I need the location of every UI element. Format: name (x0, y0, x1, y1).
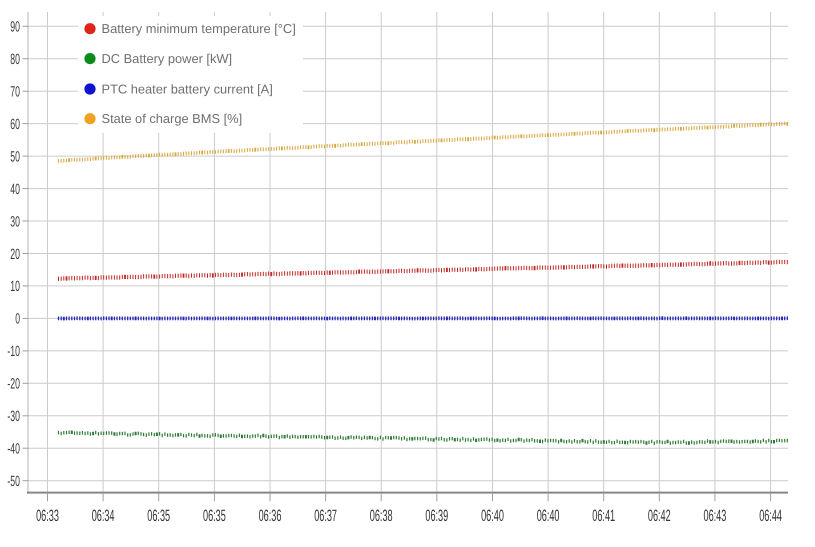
svg-text:0: 0 (15, 311, 20, 328)
svg-text:-50: -50 (7, 473, 20, 490)
svg-text:06:35: 06:35 (147, 507, 170, 525)
svg-text:-10: -10 (7, 343, 20, 360)
svg-text:06:37: 06:37 (314, 507, 337, 525)
svg-text:06:41: 06:41 (592, 507, 615, 525)
svg-text:70: 70 (10, 84, 20, 101)
svg-text:06:40: 06:40 (481, 507, 504, 525)
svg-text:60: 60 (10, 116, 20, 133)
svg-text:-30: -30 (7, 408, 20, 425)
svg-text:06:44: 06:44 (759, 507, 782, 525)
svg-text:20: 20 (10, 246, 20, 263)
svg-text:90: 90 (10, 19, 20, 36)
svg-text:-40: -40 (7, 441, 20, 458)
svg-text:06:36: 06:36 (259, 507, 282, 525)
svg-text:50: 50 (10, 148, 20, 165)
svg-text:06:43: 06:43 (704, 507, 727, 525)
svg-text:06:42: 06:42 (648, 507, 671, 525)
svg-text:Battery minimum temperature [°: Battery minimum temperature [°C] (102, 21, 296, 36)
svg-text:06:33: 06:33 (36, 507, 59, 525)
svg-text:80: 80 (10, 51, 20, 68)
svg-text:-20: -20 (7, 376, 20, 393)
svg-text:40: 40 (10, 181, 20, 198)
svg-text:State of charge BMS [%]: State of charge BMS [%] (102, 111, 243, 126)
svg-text:DC Battery power [kW]: DC Battery power [kW] (102, 51, 233, 66)
svg-text:06:35: 06:35 (203, 507, 226, 525)
svg-text:PTC heater battery current [A]: PTC heater battery current [A] (102, 82, 273, 97)
svg-text:06:40: 06:40 (537, 507, 560, 525)
svg-text:30: 30 (10, 213, 20, 230)
svg-text:10: 10 (10, 278, 20, 295)
svg-text:06:34: 06:34 (92, 507, 115, 525)
svg-text:06:38: 06:38 (370, 507, 393, 525)
svg-text:06:39: 06:39 (425, 507, 448, 525)
